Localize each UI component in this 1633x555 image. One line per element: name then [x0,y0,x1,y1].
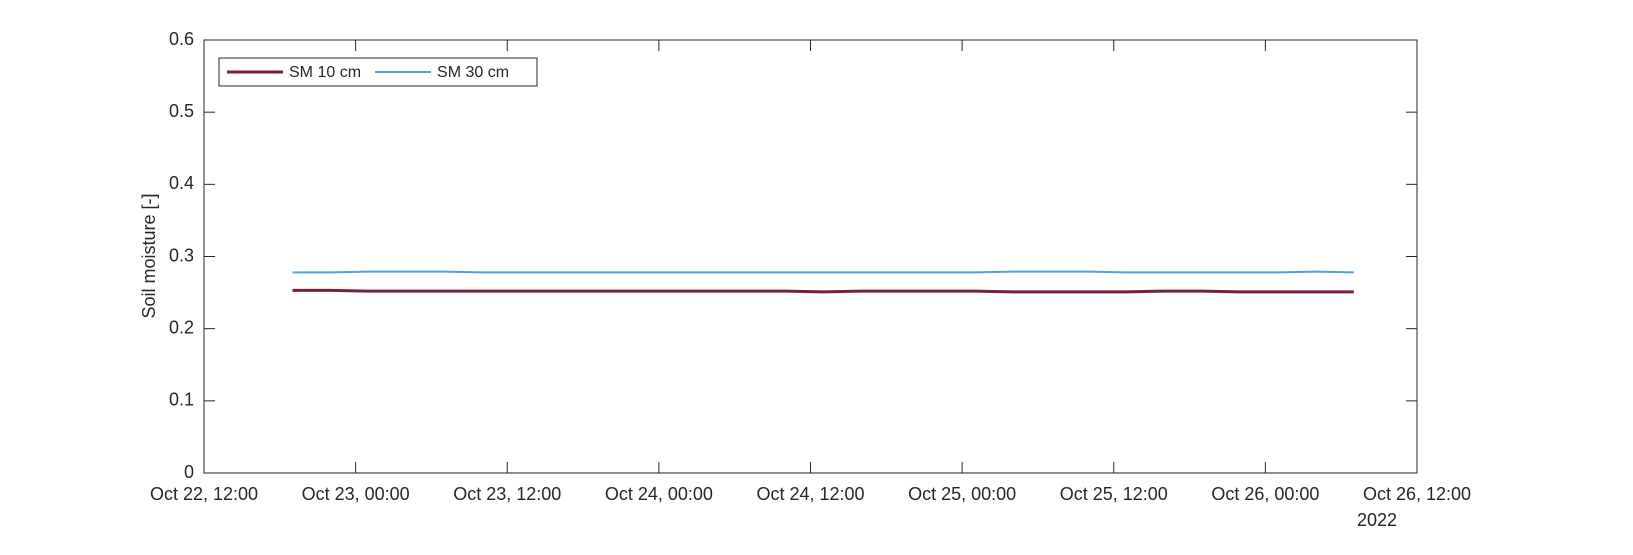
x-tick-label: Oct 23, 00:00 [302,484,410,504]
legend-label: SM 30 cm [437,64,509,81]
y-tick-label: 0.2 [169,317,194,337]
x-tick-label: Oct 22, 12:00 [150,484,258,504]
x-tick-label: Oct 26, 00:00 [1211,484,1319,504]
y-tick-label: 0.5 [169,101,194,121]
plot-frame [203,39,1418,474]
y-tick-label: 0.1 [169,390,194,410]
legend-label: SM 10 cm [289,64,361,81]
y-tick-label: 0.4 [169,173,194,193]
y-tick-label: 0 [184,462,194,482]
x-tick-label: Oct 23, 12:00 [453,484,561,504]
x-tick-label: Oct 26, 12:00 [1363,484,1471,504]
y-tick-label: 0.6 [169,29,194,49]
y-axis-label: Soil moisture [-] [139,193,159,318]
y-tick-label: 0.3 [169,245,194,265]
series-line [292,270,1354,274]
x-tick-label: Oct 25, 12:00 [1060,484,1168,504]
x-tick-label: Oct 25, 00:00 [908,484,1016,504]
series-line [292,288,1354,294]
x-year-label: 2022 [1357,510,1397,530]
x-tick-label: Oct 24, 00:00 [605,484,713,504]
x-tick-label: Oct 24, 12:00 [756,484,864,504]
